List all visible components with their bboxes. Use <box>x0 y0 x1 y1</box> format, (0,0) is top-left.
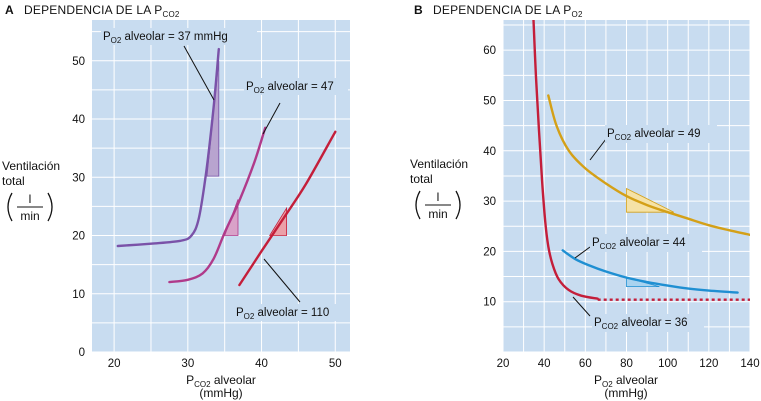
panel-a-series <box>116 47 337 287</box>
panel-a-ticks: 20 30 40 50 0 10 20 30 40 50 <box>72 56 341 370</box>
panel-b-xtick-label: 60 <box>579 358 592 370</box>
panel-a-ytick-label: 40 <box>72 114 85 126</box>
panel-a-series-line-2 <box>238 130 337 287</box>
svg-text:PCO2 alveolar = 36: PCO2 alveolar = 36 <box>594 317 688 331</box>
panel-a-leader-47 <box>262 102 281 135</box>
panel-b-title: DEPENDENCIA DE LA PO2 <box>433 3 583 19</box>
panel-b-letter: B <box>414 3 423 17</box>
panel-b-xtick-label: 140 <box>740 358 759 370</box>
panel-b-annotation-36: PCO2 alveolar = 36 <box>592 314 704 332</box>
panel-a-xlabel-unit: (mmHg) <box>199 386 242 400</box>
panel-b-xlabel: PO2 alveolar <box>594 373 658 389</box>
panel-b-leader-36 <box>572 296 591 317</box>
panel-a-ytick-label: 50 <box>72 56 85 68</box>
panel-b-xtick-label: 40 <box>538 358 551 370</box>
panel-b-ylabel-unit-den: min <box>428 207 447 221</box>
panel-b-ylabel-line2: total <box>410 172 433 186</box>
panel-b-ytick-label: 20 <box>483 246 496 258</box>
panel-b-ylabel-paren-left <box>415 190 421 220</box>
panel-b-xtick-label: 20 <box>497 358 510 370</box>
panel-b-ylabel-unit-num: l <box>437 190 440 204</box>
panel-b-xtick-label: 100 <box>658 358 677 370</box>
panel-a-xtick-label: 20 <box>108 358 121 370</box>
panel-a-xtick-label: 50 <box>329 358 342 370</box>
panel-a-ylabel-unit-num: l <box>29 192 32 206</box>
panel-a-series-line-0 <box>116 47 220 248</box>
panel-b-ytick-label: 40 <box>483 146 496 158</box>
panel-a-title: DEPENDENCIA DE LA PCO2 <box>24 3 180 19</box>
panel-b-ylabel-line1: Ventilación <box>410 157 468 171</box>
panel-b-ytick-label: 30 <box>483 196 496 208</box>
svg-text:PO2 alveolar = 47: PO2 alveolar = 47 <box>246 81 334 95</box>
panel-a-annotation-37: PO2 alveolar = 37 mmHg <box>101 28 257 45</box>
panel-a-xtick-label: 30 <box>181 358 194 370</box>
panel-a-ytick-label: 10 <box>72 289 85 301</box>
panel-b-ylabel-paren-right <box>455 190 461 220</box>
panel-a-annotation-47: PO2 alveolar = 47 <box>244 78 348 95</box>
svg-text:PCO2 alveolar = 49: PCO2 alveolar = 49 <box>607 128 701 142</box>
panel-b-series <box>532 20 750 301</box>
svg-text:PO2 alveolar = 37 mmHg: PO2 alveolar = 37 mmHg <box>103 31 228 45</box>
svg-text:PCO2 alveolar = 44: PCO2 alveolar = 44 <box>592 237 686 251</box>
panel-a-ylabel-paren-right <box>47 192 53 222</box>
panel-b-series-line-0 <box>547 94 750 236</box>
panel-b-leader-49 <box>589 138 607 161</box>
panel-a-annotation-110: PO2 alveolar = 110 <box>234 304 342 321</box>
panel-a-ytick-label: 30 <box>72 172 85 184</box>
panel-b-leader-44 <box>574 246 591 259</box>
panel-a-xlabel: PCO2 alveolar <box>186 373 256 389</box>
panel-a-ylabel-unit-den: min <box>20 209 39 223</box>
panel-b-xlabel-unit: (mmHg) <box>604 386 647 400</box>
panel-b-series-line-1 <box>561 249 739 294</box>
panel-a-ylabel-paren-left <box>7 192 13 222</box>
panel-a-series-line-1 <box>168 126 267 284</box>
panel-a-grid <box>92 20 350 353</box>
panel-b-series-line-2 <box>532 20 599 300</box>
panel-b-xtick-label: 120 <box>699 358 718 370</box>
svg-text:PO2 alveolar = 110: PO2 alveolar = 110 <box>236 307 329 321</box>
panel-a-ytick-label: 0 <box>79 347 85 359</box>
panel-b-ticks: 20 40 60 80 100 120 140 10 20 30 40 50 60 <box>483 45 759 370</box>
panel-b-xtick-label: 80 <box>620 358 633 370</box>
panel-a-slope-triangle-2 <box>268 206 288 236</box>
panel-a-ytick-label: 20 <box>72 231 85 243</box>
panel-a-leader-110 <box>263 258 301 303</box>
panel-b-slope-triangle-0 <box>626 187 674 213</box>
panel-b-ytick-label: 60 <box>483 45 496 57</box>
panel-b-annotation-49: PCO2 alveolar = 49 <box>605 125 717 143</box>
panel-a-leader-37 <box>183 45 215 101</box>
panel-b-annotation-44: PCO2 alveolar = 44 <box>590 234 702 252</box>
panel-a-xtick-label: 40 <box>255 358 268 370</box>
panel-a-letter: A <box>5 3 14 17</box>
panel-a-plot-area <box>92 20 350 352</box>
panel-a-ylabel-line2: total <box>2 174 25 188</box>
panel-b-ytick-label: 10 <box>483 297 496 309</box>
panel-a-ylabel-line1: Ventilación <box>2 159 60 173</box>
panel-b-ytick-label: 50 <box>483 95 496 107</box>
